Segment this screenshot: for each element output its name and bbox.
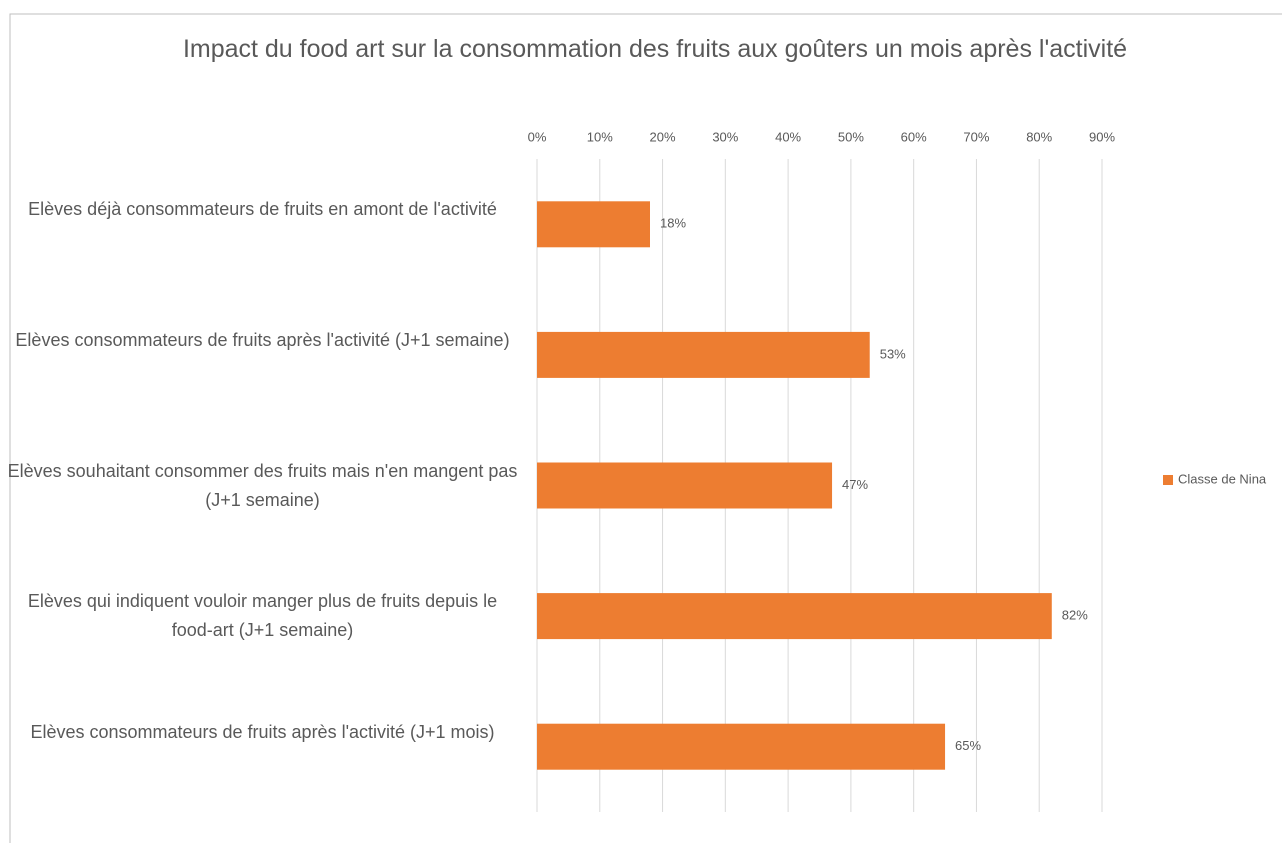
x-tick-label: 0% xyxy=(528,129,547,144)
x-tick-label: 40% xyxy=(775,129,801,144)
data-label: 82% xyxy=(1062,608,1088,623)
x-tick-label: 10% xyxy=(587,129,613,144)
y-tick-label: Elèves déjà consommateurs de fruits en a… xyxy=(28,199,497,220)
x-tick-label: 50% xyxy=(838,129,864,144)
data-label: 47% xyxy=(842,477,868,492)
y-tick-label: Elèves souhaitant consommer des fruits m… xyxy=(7,460,518,510)
x-tick-label: 60% xyxy=(901,129,927,144)
x-tick-label: 90% xyxy=(1089,129,1115,144)
x-tick-label: 30% xyxy=(712,129,738,144)
x-tick-label: 80% xyxy=(1026,129,1052,144)
y-tick-label: Elèves consommateurs de fruits après l'a… xyxy=(15,329,510,350)
frame xyxy=(9,13,1282,843)
x-tick-label: 70% xyxy=(963,129,989,144)
y-tick-label: Elèves consommateurs de fruits après l'a… xyxy=(30,721,495,742)
bar xyxy=(537,462,833,509)
bar xyxy=(537,723,946,770)
data-label: 18% xyxy=(660,216,686,231)
data-label: 53% xyxy=(880,346,906,361)
legend-label: Classe de Nina xyxy=(1178,471,1267,486)
chart-title: Impact du food art sur la consommation d… xyxy=(182,35,1128,63)
legend-swatch xyxy=(1163,475,1173,485)
bar xyxy=(537,593,1052,640)
x-tick-label: 20% xyxy=(650,129,676,144)
data-label: 65% xyxy=(955,738,981,753)
y-tick-label: Elèves qui indiquent vouloir manger plus… xyxy=(27,591,498,641)
bar xyxy=(537,331,870,378)
bar xyxy=(537,201,650,248)
